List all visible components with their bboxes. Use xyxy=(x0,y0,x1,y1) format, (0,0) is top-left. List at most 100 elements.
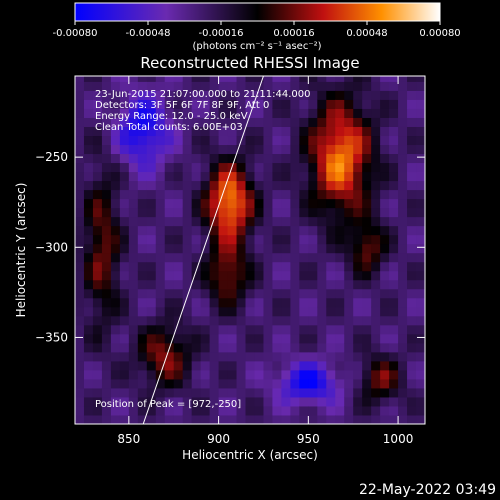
heatmap-cell xyxy=(83,144,94,155)
heatmap-cell xyxy=(119,342,130,353)
heatmap-cell xyxy=(191,108,202,118)
heatmap-cell xyxy=(110,306,121,317)
plot-frame xyxy=(74,75,426,425)
heatmap-cell xyxy=(92,315,103,326)
heatmap-cell xyxy=(146,369,157,380)
heatmap-cell xyxy=(146,117,157,127)
heatmap-cell xyxy=(101,261,112,272)
heatmap-cell xyxy=(75,189,85,200)
colorbar-tick-label: 0.00080 xyxy=(419,28,460,39)
heatmap-cell xyxy=(164,144,175,155)
heatmap-cell xyxy=(155,342,166,353)
heatmap-cell xyxy=(353,405,363,416)
heatmap-cell xyxy=(119,252,130,263)
heatmap-cell xyxy=(326,324,336,335)
heatmap-cell xyxy=(164,378,175,389)
heatmap-cell xyxy=(362,99,372,109)
heatmap-cell xyxy=(173,261,184,272)
heatmap-cell xyxy=(227,378,238,389)
heatmap-cell xyxy=(110,234,121,245)
heatmap-cell xyxy=(263,198,273,209)
heatmap-cell xyxy=(83,387,94,398)
heatmap-cell xyxy=(317,378,327,389)
heatmap-cell xyxy=(326,396,336,407)
heatmap-cell xyxy=(236,369,247,380)
heatmap-cell xyxy=(128,342,139,353)
heatmap-cell xyxy=(344,189,354,200)
heatmap-cell xyxy=(92,279,103,290)
heatmap-cell xyxy=(281,135,291,146)
heatmap-cell xyxy=(209,297,220,308)
heatmap-cell xyxy=(389,378,399,389)
heatmap-cell xyxy=(146,270,157,281)
heatmap-cell xyxy=(362,144,372,155)
heatmap-cell xyxy=(308,234,318,245)
heatmap-cell xyxy=(75,306,85,317)
heatmap-cell xyxy=(263,76,273,82)
heatmap-cell xyxy=(416,387,425,398)
heatmap-cell xyxy=(236,378,247,389)
heatmap-cell xyxy=(155,270,166,281)
heatmap-cell xyxy=(101,279,112,290)
heatmap-cell xyxy=(173,324,184,335)
heatmap-cell xyxy=(254,189,264,200)
heatmap-cell xyxy=(218,315,229,326)
heatmap-cell xyxy=(308,396,318,407)
heatmap-cell xyxy=(155,261,166,272)
heatmap-cell xyxy=(407,144,417,155)
heatmap-cell xyxy=(173,90,184,100)
heatmap-cell xyxy=(164,252,175,263)
heatmap-cell xyxy=(299,270,309,281)
heatmap-cell xyxy=(164,405,175,416)
heatmap-cell xyxy=(182,324,193,335)
heatmap-cell xyxy=(191,99,202,109)
heatmap-cell xyxy=(245,396,255,407)
heatmap-cell xyxy=(182,369,193,380)
heatmap-cell xyxy=(254,252,264,263)
heatmap-cell xyxy=(344,198,354,209)
heatmap-cell xyxy=(398,270,408,281)
heatmap-cell xyxy=(173,207,184,218)
heatmap-cell xyxy=(191,225,202,236)
heatmap-cell xyxy=(398,279,408,290)
heatmap-cell xyxy=(299,153,309,164)
heatmap-cell xyxy=(254,81,264,91)
heatmap-cell xyxy=(317,117,327,127)
heatmap-cell xyxy=(119,81,130,91)
heatmap-cell xyxy=(83,360,94,371)
heatmap-cell xyxy=(200,189,211,200)
heatmap-cell xyxy=(290,243,300,254)
heatmap-cell xyxy=(380,270,390,281)
heatmap-cell xyxy=(416,90,425,100)
heatmap-cell xyxy=(254,144,264,155)
heatmap-cell xyxy=(92,198,103,209)
heatmap-cell xyxy=(164,108,175,118)
heatmap-cell xyxy=(191,189,202,200)
heatmap-cell xyxy=(416,369,425,380)
heatmap-cell xyxy=(407,270,417,281)
heatmap-cell xyxy=(155,207,166,218)
heatmap-cell xyxy=(164,306,175,317)
heatmap-cell xyxy=(371,279,381,290)
heatmap-cell xyxy=(290,234,300,245)
heatmap-cell xyxy=(353,243,363,254)
heatmap-cell xyxy=(416,261,425,272)
heatmap-cell xyxy=(335,279,345,290)
heatmap-cell xyxy=(128,234,139,245)
heatmap-cell xyxy=(191,252,202,263)
heatmap-cell xyxy=(398,306,408,317)
heatmap-cell xyxy=(209,270,220,281)
heatmap-cell xyxy=(209,117,220,127)
heatmap-cell xyxy=(245,189,255,200)
heatmap-cell xyxy=(164,414,175,424)
heatmap-cell xyxy=(173,360,184,371)
heatmap-cell xyxy=(173,279,184,290)
heatmap-cell xyxy=(290,153,300,164)
heatmap-cell xyxy=(173,117,184,127)
heatmap-cell xyxy=(407,99,417,109)
y-axis-label: Heliocentric Y (arcsec) xyxy=(14,183,28,318)
heatmap-cell xyxy=(101,324,112,335)
heatmap-cell xyxy=(101,414,112,424)
heatmap-cell xyxy=(101,333,112,344)
heatmap-cell xyxy=(119,76,130,82)
